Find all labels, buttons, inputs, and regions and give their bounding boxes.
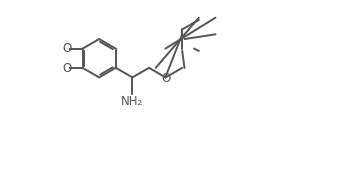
Text: O: O: [161, 72, 170, 85]
Text: NH₂: NH₂: [121, 95, 144, 108]
Text: O: O: [62, 42, 72, 55]
Text: O: O: [62, 62, 72, 75]
